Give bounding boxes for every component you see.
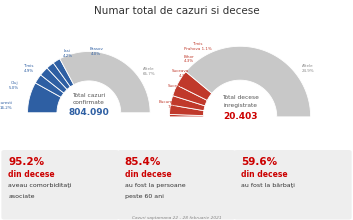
Text: inregistrate: inregistrate — [223, 103, 257, 108]
Polygon shape — [170, 96, 205, 111]
Text: 95.2%: 95.2% — [8, 157, 44, 167]
Text: 804.090: 804.090 — [68, 108, 109, 117]
Polygon shape — [173, 85, 207, 106]
Text: Total decese: Total decese — [222, 95, 258, 100]
Text: Suceava
4.3%: Suceava 4.3% — [172, 69, 189, 77]
Polygon shape — [28, 83, 61, 113]
Text: Altele
65.7%: Altele 65.7% — [143, 67, 155, 75]
Text: confirmate: confirmate — [73, 101, 105, 105]
Text: Cluj
5.0%: Cluj 5.0% — [8, 81, 18, 90]
Polygon shape — [41, 68, 67, 93]
Text: Altele
24.9%: Altele 24.9% — [302, 64, 315, 73]
Text: din decese: din decese — [125, 170, 171, 179]
Text: Bucuresti
7.3%: Bucuresti 7.3% — [159, 100, 178, 109]
Text: Timis
4.9%: Timis 4.9% — [23, 64, 34, 73]
Text: Numar total de cazuri si decese: Numar total de cazuri si decese — [94, 6, 259, 15]
Text: Cazuri saptamana 22 - 28 februarie 2021: Cazuri saptamana 22 - 28 februarie 2021 — [132, 216, 221, 220]
Polygon shape — [53, 59, 74, 87]
Text: Bihor
4.3%: Bihor 4.3% — [184, 55, 194, 63]
Polygon shape — [47, 63, 70, 90]
Text: 85.4%: 85.4% — [125, 157, 161, 167]
Polygon shape — [35, 75, 64, 97]
Text: asociate: asociate — [8, 194, 35, 199]
Text: Timis
Prahova 1.1%: Timis Prahova 1.1% — [184, 42, 211, 51]
Polygon shape — [169, 105, 204, 116]
Text: Bucuresti
16.2%: Bucuresti 16.2% — [0, 101, 12, 110]
Text: Brasov
4.0%: Brasov 4.0% — [89, 47, 103, 56]
Text: din decese: din decese — [8, 170, 55, 179]
Text: Total cazuri: Total cazuri — [72, 93, 106, 98]
Text: Iasi
4.2%: Iasi 4.2% — [62, 49, 72, 58]
Text: 59.6%: 59.6% — [241, 157, 277, 167]
Text: peste 60 ani: peste 60 ani — [125, 194, 163, 199]
Text: au fost la persoane: au fost la persoane — [125, 183, 185, 188]
Polygon shape — [177, 72, 212, 100]
Text: din decese: din decese — [241, 170, 288, 179]
Polygon shape — [169, 114, 203, 117]
Text: au fost la bărbaţi: au fost la bărbaţi — [241, 183, 295, 188]
Text: aveau comorbiditaţi: aveau comorbiditaţi — [8, 183, 72, 188]
Polygon shape — [60, 51, 150, 113]
Polygon shape — [186, 46, 311, 117]
Text: Suceava
5.1%: Suceava 5.1% — [168, 84, 185, 93]
Text: 20.403: 20.403 — [223, 112, 257, 121]
